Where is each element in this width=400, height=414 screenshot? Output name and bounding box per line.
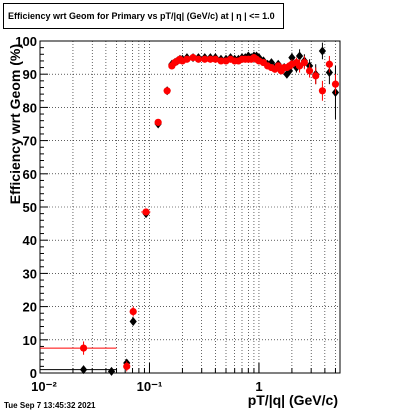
- y-tick-label: 50: [23, 200, 37, 215]
- data-point: [183, 55, 191, 63]
- data-point: [211, 55, 219, 63]
- y-tick-label: 100: [15, 34, 37, 49]
- data-point: [201, 55, 209, 63]
- data-point: [206, 55, 214, 63]
- data-point: [123, 362, 131, 370]
- y-tick-label: 90: [23, 67, 37, 82]
- data-point: [129, 307, 137, 316]
- y-tick-label: 40: [23, 233, 37, 248]
- series-1: [40, 42, 340, 376]
- data-point: [325, 60, 333, 68]
- tick-labels: 0 10 20 30 40 50 60 70 80 90 100 10⁻² 10⁻¹ 1: [15, 34, 262, 394]
- data-point: [107, 366, 116, 376]
- x-tick-label: 10⁻²: [31, 379, 57, 394]
- y-tick-label: 20: [23, 300, 37, 315]
- y-tick-label: 10: [23, 333, 37, 348]
- x-tick-label: 1: [255, 379, 262, 394]
- grid-lines: [40, 41, 340, 373]
- data-point: [312, 72, 320, 80]
- data-point: [285, 66, 294, 76]
- y-axis-label: Efficiency wrt Geom (%): [7, 44, 23, 204]
- y-tick-label: 70: [23, 134, 37, 149]
- data-point: [318, 46, 327, 56]
- data-point: [288, 53, 296, 63]
- timestamp: Tue Sep 7 13:45:32 2021: [4, 401, 96, 410]
- data-point: [194, 55, 203, 63]
- y-tick-label: 60: [23, 167, 37, 182]
- x-axis-label: pT/|q| (GeV/c): [248, 392, 338, 408]
- y-tick-label: 80: [23, 100, 37, 115]
- x-tick-label: 10⁻¹: [137, 379, 163, 394]
- data-point: [129, 317, 137, 327]
- chart-title: Efficiency wrt Geom for Primary vs pT/|q…: [3, 3, 284, 29]
- data-point: [142, 208, 150, 216]
- y-tick-label: 30: [23, 266, 37, 281]
- data-point: [79, 344, 88, 352]
- y-tick-label: 0: [30, 366, 37, 381]
- data-point: [331, 80, 340, 88]
- data-point: [300, 58, 308, 67]
- data-point: [154, 118, 162, 126]
- data-point: [295, 51, 304, 61]
- data-series: [40, 42, 340, 376]
- data-point: [79, 365, 88, 375]
- series-2: [40, 54, 340, 372]
- data-point: [318, 87, 327, 95]
- axes: [39, 40, 341, 374]
- data-point: [163, 87, 171, 95]
- data-point: [217, 57, 225, 65]
- data-point: [305, 67, 314, 75]
